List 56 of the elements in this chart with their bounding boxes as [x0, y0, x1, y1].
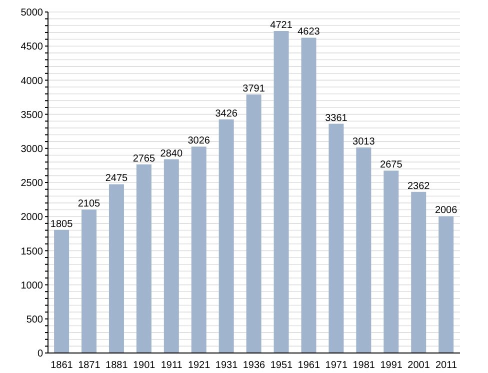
x-tick-label: 1931 [215, 360, 238, 372]
x-tick-label: 2001 [408, 360, 430, 372]
bar [82, 209, 97, 353]
data-label: 2765 [132, 153, 156, 164]
y-tick-label: 4000 [20, 76, 44, 87]
data-label: 2840 [160, 148, 183, 160]
y-tick-label: 5000 [20, 8, 44, 19]
data-label: 2675 [380, 160, 403, 171]
data-label: 2006 [434, 205, 458, 216]
y-tick-label: 3500 [20, 110, 44, 121]
x-tick-label: 1971 [325, 360, 348, 372]
data-label: 3426 [215, 108, 238, 120]
bar [384, 170, 399, 353]
bar [274, 31, 289, 353]
bar [218, 119, 234, 353]
bar [136, 164, 152, 353]
y-tick-label: 0 [37, 348, 44, 360]
x-tick-label: 1991 [380, 360, 403, 372]
x-tick-label: 1961 [298, 360, 320, 372]
data-label: 1805 [50, 218, 74, 230]
data-label: 4623 [298, 26, 320, 38]
data-label: 2475 [105, 173, 128, 184]
y-tick-label: 2500 [20, 178, 44, 190]
data-label: 2105 [78, 198, 101, 210]
bar [246, 94, 262, 353]
bar [328, 124, 344, 353]
x-tick-label: 1881 [106, 360, 128, 372]
bar [164, 159, 179, 353]
data-label: 4721 [270, 20, 293, 32]
x-tick-label: 1921 [188, 360, 211, 372]
x-tick-label: 1936 [242, 360, 266, 372]
y-tick-label: 2000 [20, 212, 44, 224]
y-tick-label: 500 [26, 314, 44, 326]
bar [356, 148, 372, 353]
x-tick-label: 1981 [352, 360, 376, 372]
x-tick-label: 1951 [270, 360, 294, 372]
data-label: 3026 [188, 136, 210, 147]
bar [191, 146, 206, 353]
y-tick-label: 1500 [20, 246, 44, 258]
x-tick-label: 1871 [78, 360, 101, 372]
bar [301, 38, 316, 353]
data-label: 2362 [407, 180, 430, 192]
bar [108, 184, 124, 353]
y-tick-label: 3000 [20, 144, 44, 155]
y-tick-label: 4500 [20, 42, 44, 53]
data-label: 3791 [242, 83, 266, 94]
y-tick-label: 1000 [20, 280, 44, 292]
x-tick-label: 1861 [50, 360, 74, 372]
bar [54, 230, 70, 353]
bar [411, 192, 426, 353]
x-tick-label: 1901 [133, 360, 156, 372]
x-tick-label: 2011 [436, 360, 458, 372]
data-label: 3361 [325, 112, 348, 124]
bar [438, 216, 454, 353]
x-tick-label: 1911 [160, 360, 183, 372]
data-label: 3013 [352, 136, 376, 148]
